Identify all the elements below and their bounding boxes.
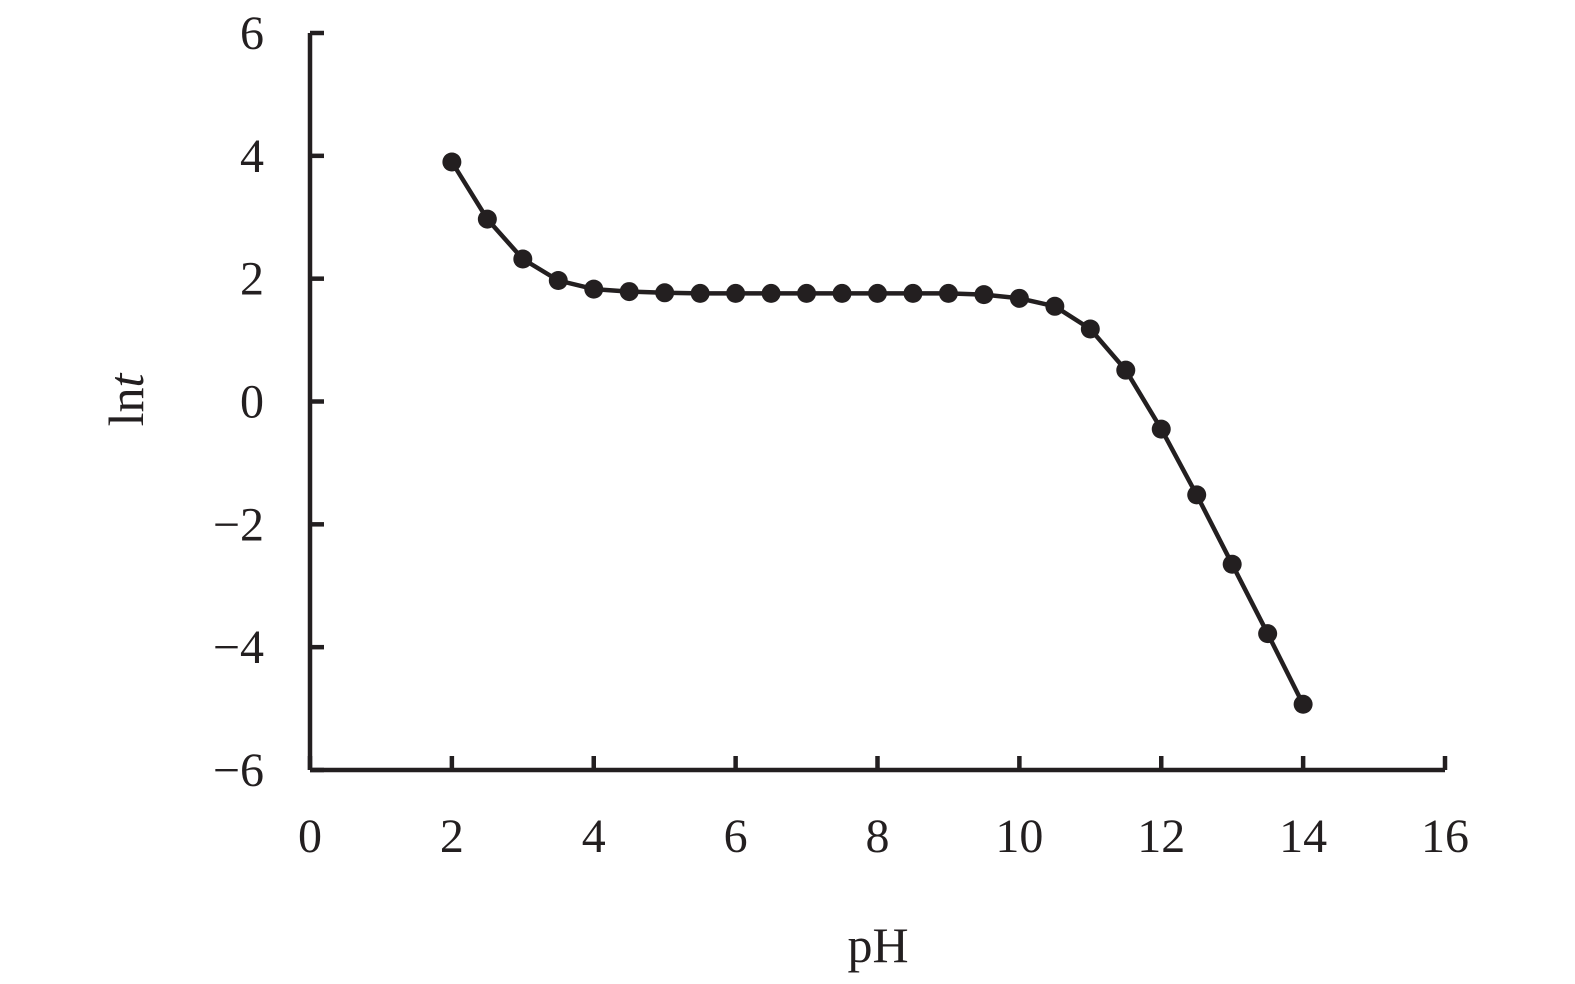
y-tick-label: 2 — [240, 253, 264, 306]
x-tick-label: 0 — [298, 810, 322, 863]
data-point — [477, 209, 497, 229]
data-point — [761, 283, 781, 303]
y-tick-label: 0 — [240, 376, 264, 429]
data-point — [584, 279, 604, 299]
data-point — [1080, 319, 1100, 339]
x-ticks: 0 2 4 6 8 10 12 14 16 — [298, 756, 1469, 863]
data-point — [1222, 554, 1242, 574]
data-point — [1293, 694, 1313, 714]
data-points — [442, 152, 1313, 714]
data-point — [442, 152, 462, 172]
data-point — [726, 283, 746, 303]
data-point — [903, 283, 923, 303]
y-axis-title-italic: t — [98, 373, 154, 388]
y-tick-label: −6 — [213, 744, 264, 797]
data-point — [868, 283, 887, 303]
y-axis-title-main: ln — [98, 388, 154, 427]
data-point — [832, 283, 852, 303]
data-point — [1258, 624, 1278, 644]
x-tick-label: 12 — [1137, 810, 1185, 863]
data-point — [1045, 296, 1065, 316]
axes — [307, 33, 1445, 773]
data-point — [619, 282, 639, 302]
data-point — [1151, 419, 1171, 439]
y-tick-label: −4 — [213, 621, 264, 674]
y-tick-label: 4 — [240, 130, 264, 183]
data-point — [690, 283, 710, 303]
data-point — [938, 283, 958, 303]
x-tick-label: 10 — [995, 810, 1043, 863]
series-group — [449, 160, 1306, 706]
data-point — [548, 271, 568, 291]
data-point — [513, 249, 533, 269]
series-line — [449, 160, 1306, 706]
y-axis-title: lnt — [98, 373, 154, 427]
y-tick-label: −2 — [213, 498, 264, 551]
x-tick-label: 2 — [440, 810, 464, 863]
data-point — [1187, 485, 1207, 505]
x-tick-label: 4 — [582, 810, 606, 863]
y-ticks: 6 4 2 0 −2 −4 −6 — [213, 7, 324, 797]
x-tick-label: 6 — [724, 810, 748, 863]
x-tick-label: 16 — [1421, 810, 1469, 863]
data-point — [974, 285, 994, 305]
data-point — [655, 283, 675, 303]
data-point — [797, 283, 817, 303]
x-tick-label: 14 — [1279, 810, 1327, 863]
x-axis-title: pH — [847, 917, 908, 973]
data-point — [1116, 360, 1136, 380]
y-tick-label: 6 — [240, 7, 264, 60]
data-point — [1009, 288, 1029, 308]
x-tick-label: 8 — [866, 810, 890, 863]
